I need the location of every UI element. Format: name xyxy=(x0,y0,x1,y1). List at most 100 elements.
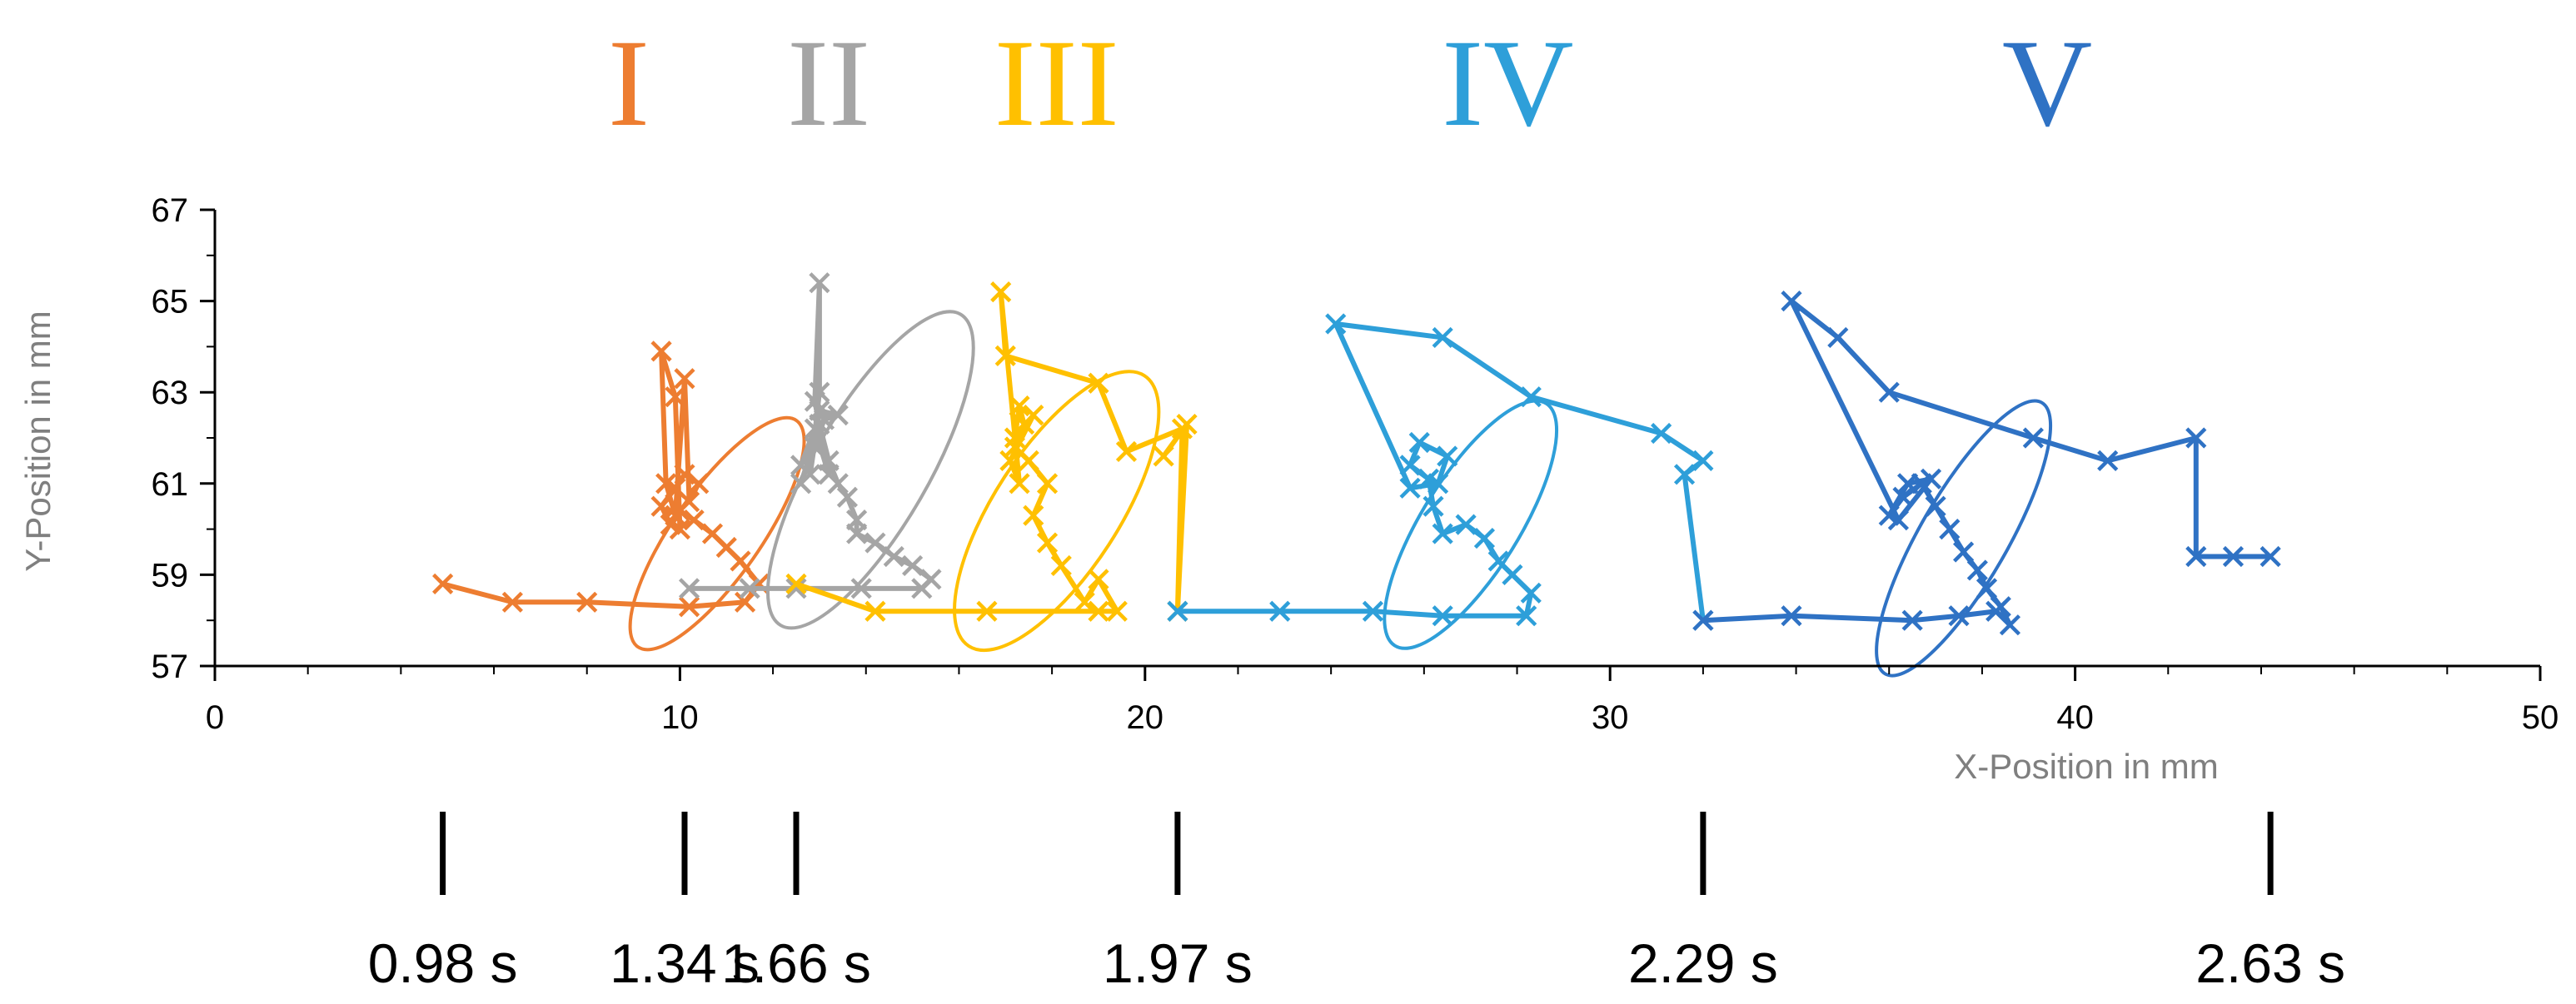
data-point xyxy=(976,600,998,622)
data-point xyxy=(864,600,886,622)
series-line xyxy=(1177,321,1706,621)
data-point xyxy=(1901,609,1923,631)
data-point xyxy=(739,578,760,599)
data-point xyxy=(1088,372,1109,394)
data-point xyxy=(999,450,1021,471)
data-point xyxy=(655,473,677,495)
timeline-label: 1.66 s xyxy=(721,932,871,994)
data-point xyxy=(576,591,598,613)
phase-label: III xyxy=(994,14,1119,152)
data-point xyxy=(836,486,859,508)
data-point xyxy=(688,473,710,495)
data-point xyxy=(1651,422,1672,445)
data-point xyxy=(1074,591,1095,613)
data-point xyxy=(864,532,886,554)
y-axis-title: Y-Position in mm xyxy=(18,311,57,572)
data-point xyxy=(1887,509,1910,531)
series-line xyxy=(441,348,762,609)
data-point xyxy=(804,390,825,412)
data-point xyxy=(1878,381,1900,403)
series-v xyxy=(1692,291,2281,678)
data-point xyxy=(1896,473,1919,495)
data-point xyxy=(818,464,840,485)
timeline: 0.98 s 1.34 s1.66 s 1.97 s 2.29 s 2.63 s xyxy=(368,812,2345,994)
y-tick-label: 65 xyxy=(152,284,189,321)
data-point xyxy=(1362,600,1384,622)
phase-label: I xyxy=(608,14,650,152)
timeline-label: 1.34 s xyxy=(610,932,760,994)
data-point xyxy=(1009,395,1030,417)
x-axis-title: X-Position in mm xyxy=(1954,747,2218,786)
data-point xyxy=(1153,445,1174,467)
data-point xyxy=(432,573,454,594)
timeline-label: 0.98 s xyxy=(368,932,518,994)
data-point xyxy=(1399,477,1421,499)
data-point xyxy=(665,504,686,526)
data-point xyxy=(1473,527,1496,549)
data-point xyxy=(1516,605,1537,627)
data-point xyxy=(1167,600,1188,622)
data-point xyxy=(674,464,695,485)
data-point xyxy=(1176,413,1198,435)
data-point xyxy=(1423,495,1444,517)
data-point xyxy=(2260,545,2281,568)
phase-labels: I II III IV V xyxy=(608,14,2092,152)
y-tick-label: 57 xyxy=(152,649,189,685)
series-i xyxy=(432,340,806,652)
data-point xyxy=(790,455,812,476)
y-tick-label: 61 xyxy=(152,466,189,503)
data-point xyxy=(501,591,523,613)
timeline-label: 2.29 s xyxy=(1628,932,1778,994)
data-point xyxy=(674,368,695,390)
cluster-ellipse xyxy=(953,370,1161,653)
data-point xyxy=(1939,519,1961,540)
data-point xyxy=(920,569,942,590)
data-point xyxy=(1976,578,1998,599)
data-point xyxy=(1781,605,1802,627)
y-tick-label: 63 xyxy=(152,375,189,411)
data-point xyxy=(1325,313,1347,335)
data-point xyxy=(1999,614,2021,636)
data-point xyxy=(1692,450,1714,471)
x-tick-label: 0 xyxy=(206,699,224,736)
data-point xyxy=(1036,473,1059,495)
data-point xyxy=(650,340,672,362)
data-point xyxy=(650,495,672,517)
cluster-ellipse xyxy=(1875,399,2053,678)
series-iii xyxy=(785,281,1198,653)
data-point xyxy=(1990,596,2011,618)
data-point xyxy=(1004,436,1026,458)
data-point xyxy=(1487,550,1509,572)
data-point xyxy=(804,436,825,458)
data-point xyxy=(1827,326,1849,349)
data-point xyxy=(2097,450,2119,471)
data-point xyxy=(990,281,1012,303)
data-point xyxy=(1023,405,1044,426)
data-point xyxy=(827,405,849,426)
timeline-label: 1.97 s xyxy=(1103,932,1253,994)
plot-area xyxy=(432,272,2281,678)
y-tick-label: 59 xyxy=(152,557,189,594)
data-point xyxy=(1520,386,1542,408)
data-point xyxy=(2022,427,2044,449)
data-point xyxy=(1106,600,1128,622)
data-point xyxy=(1050,554,1072,577)
data-point xyxy=(2222,545,2245,568)
data-point xyxy=(850,578,872,599)
data-point xyxy=(669,519,690,540)
data-point xyxy=(1432,523,1453,544)
data-point xyxy=(1966,559,1988,581)
data-point xyxy=(785,578,807,599)
data-point xyxy=(1004,427,1026,449)
data-point xyxy=(683,509,705,531)
data-point xyxy=(1115,440,1138,463)
data-point xyxy=(2185,427,2207,449)
data-point xyxy=(994,345,1016,366)
data-point xyxy=(1455,514,1477,535)
phase-label: V xyxy=(2002,14,2092,152)
data-point xyxy=(1952,541,1975,563)
data-point xyxy=(883,545,904,568)
x-tick-label: 40 xyxy=(2056,699,2094,736)
x-tick-label: 50 xyxy=(2522,699,2559,736)
data-point xyxy=(1408,431,1430,454)
